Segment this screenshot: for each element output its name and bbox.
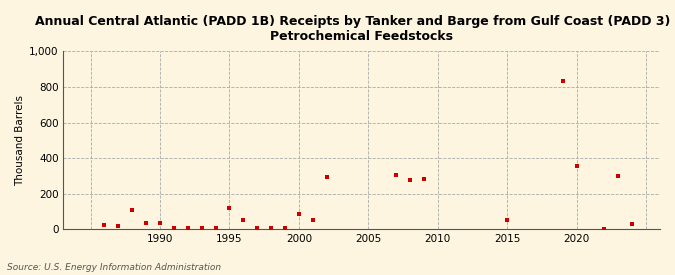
- Point: [599, 227, 610, 232]
- Point: [141, 220, 152, 225]
- Point: [127, 208, 138, 212]
- Point: [210, 226, 221, 231]
- Text: Source: U.S. Energy Information Administration: Source: U.S. Energy Information Administ…: [7, 263, 221, 272]
- Y-axis label: Thousand Barrels: Thousand Barrels: [15, 95, 25, 186]
- Point: [321, 175, 332, 179]
- Point: [99, 223, 110, 227]
- Point: [627, 222, 638, 226]
- Point: [613, 174, 624, 178]
- Point: [169, 226, 180, 231]
- Point: [571, 164, 582, 168]
- Point: [391, 173, 402, 177]
- Point: [182, 226, 193, 231]
- Point: [252, 225, 263, 230]
- Point: [558, 78, 568, 83]
- Point: [196, 226, 207, 231]
- Point: [307, 218, 318, 223]
- Point: [155, 220, 165, 225]
- Point: [224, 206, 235, 210]
- Point: [113, 224, 124, 228]
- Title: Annual Central Atlantic (PADD 1B) Receipts by Tanker and Barge from Gulf Coast (: Annual Central Atlantic (PADD 1B) Receip…: [34, 15, 675, 43]
- Point: [502, 217, 512, 222]
- Point: [404, 178, 415, 183]
- Point: [418, 176, 429, 181]
- Point: [279, 226, 290, 231]
- Point: [294, 212, 304, 216]
- Point: [266, 226, 277, 231]
- Point: [238, 218, 249, 223]
